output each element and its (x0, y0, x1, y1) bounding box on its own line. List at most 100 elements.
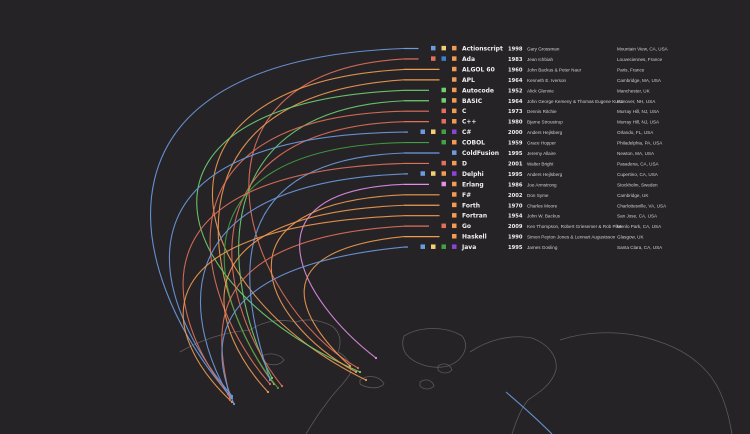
author-label: Joe Armstrong (527, 182, 557, 187)
language-label: Java (461, 244, 476, 251)
year-label: 1954 (508, 214, 523, 220)
place-label: Charlottesville, VA, USA (617, 203, 667, 208)
language-label: Forth (462, 202, 480, 209)
year-label: 1990 (508, 235, 523, 241)
paradigm-tag (420, 171, 425, 176)
origin-arc (221, 246, 405, 405)
language-label: C++ (462, 119, 476, 126)
origin-arc (212, 68, 405, 381)
place-label: Philadelphia, PA, USA (617, 141, 663, 146)
language-label: ColdFusion (462, 150, 499, 157)
paradigm-tag (431, 171, 436, 176)
origin-dot (354, 370, 358, 374)
year-label: 1995 (508, 172, 523, 178)
paradigm-tag (452, 160, 457, 166)
author-label: Charles Moore (527, 203, 558, 208)
place-label: Manchester, UK (617, 88, 651, 93)
place-label: Orlando, FL, USA (617, 130, 654, 135)
paradigm-tag (452, 77, 457, 82)
year-label: 2002 (508, 193, 523, 199)
origin-arc (303, 236, 405, 367)
origin-arc (223, 142, 405, 389)
paradigm-tag (441, 223, 446, 229)
origin-arc (209, 110, 405, 385)
paradigm-tag (452, 150, 457, 155)
paradigm-tag (431, 45, 436, 51)
map-coastline-lakes (261, 353, 385, 389)
paradigm-tag (441, 160, 446, 166)
paradigm-tag (452, 234, 457, 239)
origin-dot (280, 384, 284, 388)
origin-arc (182, 162, 405, 395)
paradigm-tag (452, 192, 457, 197)
author-label: John Backus & Peter Naur (527, 67, 582, 72)
origin-dot (364, 378, 368, 382)
origin-arc (505, 391, 553, 434)
paradigm-tag (441, 45, 446, 51)
author-label: Dennis Ritchie (527, 109, 557, 114)
place-label: Menlo Park, CA, USA (617, 224, 662, 229)
language-table: Actionscript 1998 Gary Grossman Mountain Vi… (404, 45, 669, 251)
place-label: Murray Hill, NJ, USA (617, 109, 660, 114)
paradigm-tag (452, 87, 457, 93)
paradigm-tag (452, 66, 457, 72)
author-label: Jean Ichbiah (527, 57, 553, 62)
origin-dot (356, 366, 360, 370)
paradigm-tag (452, 129, 457, 134)
paradigm-tag (452, 223, 457, 229)
language-label: BASIC (462, 98, 483, 105)
world-map (179, 319, 733, 434)
place-label: Cambridge, MA, USA (617, 78, 662, 83)
year-label: 1964 (508, 99, 523, 105)
language-label: Fortran (462, 213, 487, 220)
paradigm-tag (452, 202, 457, 208)
language-label: Haskell (462, 234, 487, 241)
place-label: Pasadena, CA, USA (617, 161, 660, 166)
origin-dot (268, 378, 272, 382)
paradigm-tag (431, 129, 436, 134)
year-label: 1995 (508, 245, 523, 251)
year-label: 1959 (508, 141, 523, 147)
language-label: Go (462, 223, 471, 230)
place-label: Cambridge, UK (617, 193, 649, 198)
map-coastline-asia (559, 332, 733, 434)
origin-dot (348, 364, 352, 368)
origin-arc (196, 89, 405, 373)
origin-arc (249, 152, 405, 381)
author-label: Simon Peyton Jones & Lennart Augustsson (527, 235, 616, 240)
author-label: Walter Bright (527, 161, 554, 166)
year-label: 1970 (508, 203, 523, 209)
language-label: F# (462, 192, 471, 199)
place-label: Glasgow, UK (617, 235, 644, 240)
map-coastline-islands (419, 363, 453, 390)
place-label: Louveciennes, France (617, 57, 663, 62)
paradigm-tag (452, 108, 457, 114)
paradigm-tag (441, 108, 446, 114)
map-coastline-europe (469, 336, 557, 434)
author-label: Don Syme (527, 193, 549, 198)
language-label: Ada (462, 56, 475, 63)
place-label: Cupertino, CA, USA (617, 172, 659, 177)
language-label: Erlang (462, 181, 484, 188)
year-label: 1995 (508, 151, 523, 157)
author-label: Ken Thompson, Robert Griesemer & Rob Pik… (527, 224, 622, 229)
origin-dot (232, 402, 236, 406)
paradigm-tag (420, 244, 425, 249)
author-label: John George Kemeny & Thomas Eugene Kurtz (527, 99, 624, 104)
paradigm-tag (441, 244, 446, 249)
paradigm-tag (441, 56, 446, 61)
author-label: Anders Hejlsberg (527, 130, 563, 135)
language-label: COBOL (462, 140, 485, 147)
year-label: 1998 (508, 47, 523, 53)
paradigm-tag (441, 119, 446, 124)
paradigm-tag (452, 45, 457, 51)
origin-arc (231, 121, 405, 387)
author-label: Kenneth E. Iverson (527, 78, 567, 83)
origin-dot (268, 382, 272, 386)
paradigm-tag (452, 119, 457, 124)
paradigm-tag (452, 139, 457, 145)
paradigm-tag (441, 171, 446, 176)
paradigm-tag (420, 129, 425, 134)
paradigm-tag (431, 244, 436, 249)
